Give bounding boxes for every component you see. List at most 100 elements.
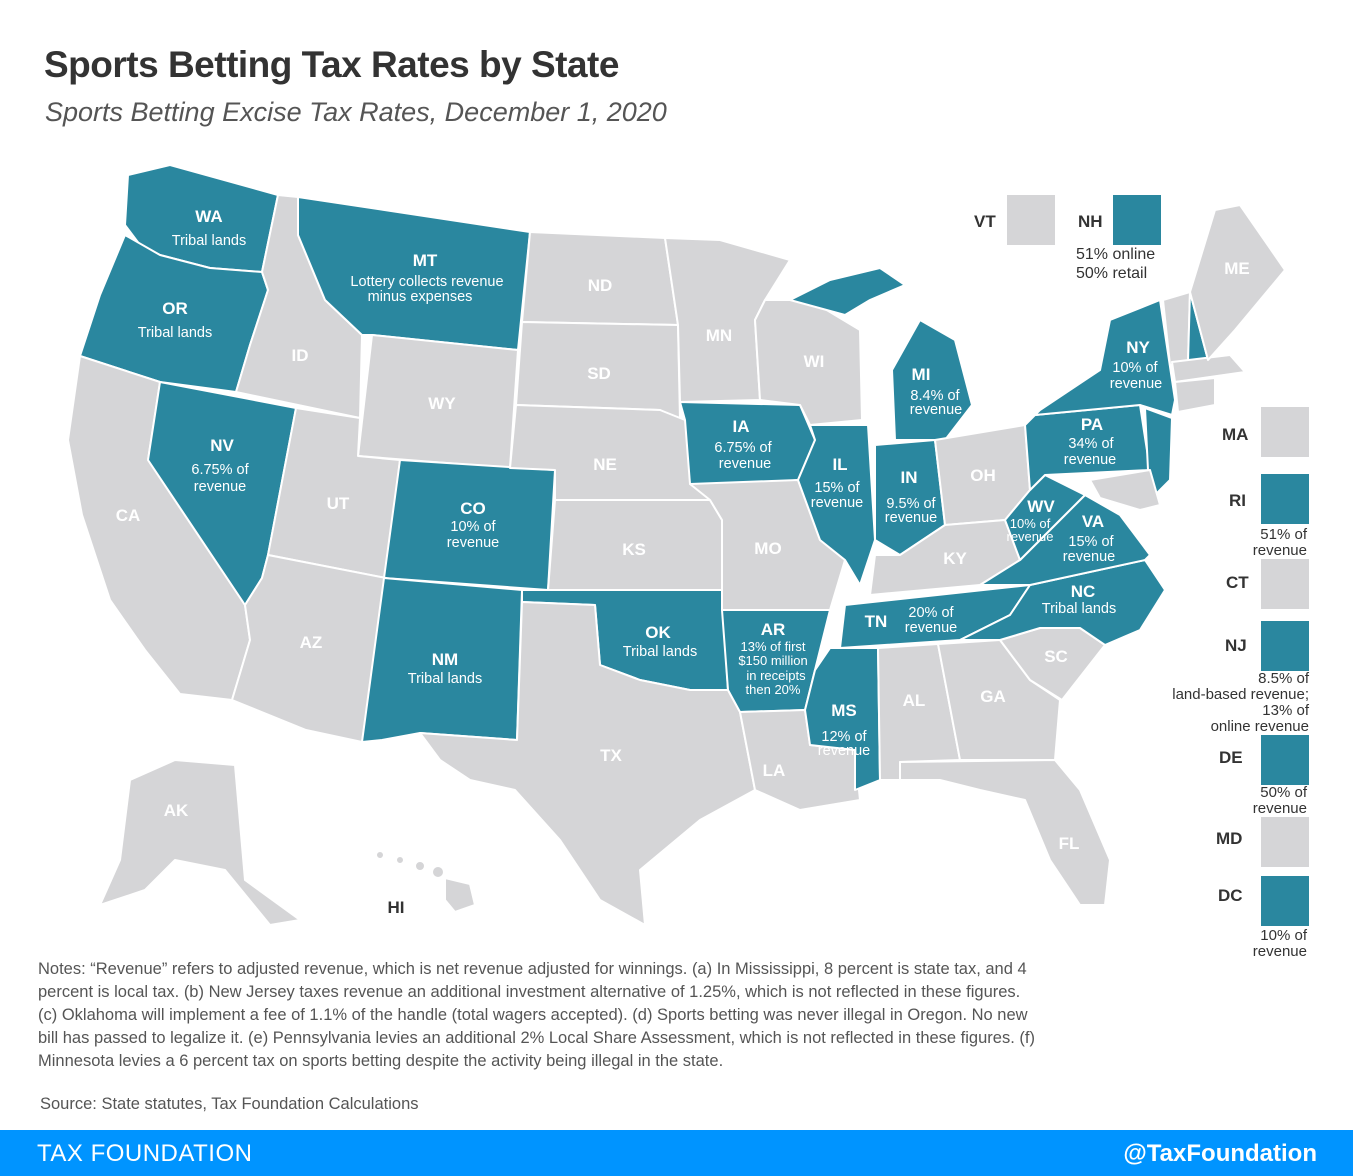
legend-note-nj-2: land-based revenue;: [1172, 686, 1309, 703]
legend-note-nj-4: online revenue: [1210, 718, 1309, 735]
state-label-mo: MO: [754, 539, 781, 558]
page-subtitle: Sports Betting Excise Tax Rates, Decembe…: [45, 97, 667, 127]
state-note-pa-1: 34% of: [1068, 436, 1114, 452]
footer-brand: TAX FOUNDATION: [37, 1140, 253, 1167]
state-label-ky: KY: [943, 549, 967, 568]
state-label-ut: UT: [327, 494, 350, 513]
state-note-or: Tribal lands: [138, 325, 212, 341]
state-note-ar-1: 13% of first: [740, 639, 805, 654]
state-shape-me: [1189, 204, 1286, 361]
state-note-mi-1: 8.4% of: [910, 388, 960, 404]
legend-note-dc-1: 10% of: [1260, 927, 1307, 944]
state-label-oh: OH: [970, 466, 996, 485]
state-label-ok: OK: [645, 623, 671, 642]
legend-note-de-1: 50% of: [1260, 784, 1307, 801]
state-note-wv-2: revenue: [1007, 529, 1054, 544]
legend-box-nj: [1261, 621, 1309, 671]
state-note-il-1: 15% of: [814, 480, 860, 496]
source-text: Source: State statutes, Tax Foundation C…: [40, 1095, 419, 1113]
state-label-mi: MI: [912, 365, 931, 384]
legend-note-ri: 51% of revenue: [1253, 527, 1307, 559]
state-note-in-1: 9.5% of: [886, 496, 936, 512]
state-label-ak: AK: [164, 801, 189, 820]
state-label-il: IL: [832, 455, 847, 474]
state-label-nc: NC: [1071, 582, 1096, 601]
state-note-nc: Tribal lands: [1042, 601, 1116, 617]
state-note-in-2: revenue: [885, 510, 937, 526]
state-label-ca: CA: [116, 506, 141, 525]
legend-abbr-md: MD: [1216, 829, 1243, 848]
legend-abbr-nj: NJ: [1225, 636, 1247, 655]
legend-note-dc-2: revenue: [1252, 943, 1307, 960]
state-note-tn-2: revenue: [905, 620, 957, 636]
state-label-fl: FL: [1059, 834, 1080, 853]
legend-box-md: [1261, 817, 1309, 867]
state-label-sd: SD: [587, 364, 611, 383]
legend-box-nh: [1113, 195, 1161, 245]
state-label-or: OR: [162, 299, 188, 318]
state-label-nv: NV: [210, 436, 234, 455]
state-label-pa: PA: [1081, 415, 1103, 434]
state-shape-fl: [899, 759, 1111, 906]
state-shape-tx: [419, 601, 756, 926]
footer-bar: TAX FOUNDATION @TaxFoundation: [0, 1130, 1353, 1176]
legend-note-nh: 51% online 50% retail: [1076, 245, 1155, 283]
state-note-mt-1: Lottery collects revenue: [350, 274, 503, 290]
state-shape-mi: [891, 319, 973, 441]
legend-note-de: 50% of revenue: [1253, 785, 1307, 817]
state-shape-mi-up: [789, 267, 906, 316]
legend-note-ri-2: revenue: [1252, 542, 1307, 559]
state-note-pa-2: revenue: [1064, 452, 1116, 468]
state-label-mn: MN: [706, 326, 732, 345]
footer-handle: @TaxFoundation: [1123, 1140, 1317, 1167]
state-label-mt: MT: [413, 251, 438, 270]
legend-box-ct: [1261, 559, 1309, 609]
state-label-ny: NY: [1126, 338, 1150, 357]
state-shape-de-md: [1089, 469, 1161, 511]
state-label-sc: SC: [1044, 647, 1068, 666]
state-note-ok: Tribal lands: [623, 644, 697, 660]
state-label-al: AL: [903, 691, 926, 710]
state-label-tn: TN: [865, 612, 888, 631]
state-note-co-1: 10% of: [450, 519, 496, 535]
legend-box-ma: [1261, 407, 1309, 457]
state-note-tn-1: 20% of: [908, 605, 954, 621]
state-note-wv-1: 10% of: [1010, 516, 1051, 531]
state-shape-hi: [375, 850, 476, 913]
state-label-tx: TX: [600, 746, 622, 765]
state-shape-il: [797, 424, 876, 586]
state-label-az: AZ: [300, 633, 323, 652]
state-label-hi: HI: [388, 898, 405, 917]
state-note-wa: Tribal lands: [172, 233, 246, 249]
state-label-in: IN: [901, 468, 918, 487]
state-shape-nc: [959, 559, 1166, 646]
state-note-ny-2: revenue: [1110, 376, 1162, 392]
legend-note-nj-1: 8.5% of: [1258, 670, 1309, 687]
page-title: Sports Betting Tax Rates by State: [44, 44, 619, 85]
state-note-va-1: 15% of: [1068, 534, 1114, 550]
state-label-ga: GA: [980, 687, 1006, 706]
state-label-nm: NM: [432, 650, 458, 669]
legend-abbr-nh: NH: [1078, 212, 1103, 231]
legend-note-nj-3: 13% of: [1262, 702, 1309, 719]
state-label-ne: NE: [593, 455, 617, 474]
legend-note-de-2: revenue: [1252, 800, 1307, 817]
legend-note-nh-1: 51% online: [1076, 246, 1156, 263]
legend-box-ri: [1261, 474, 1309, 524]
state-label-ia: IA: [733, 417, 750, 436]
legend-box-vt: [1007, 195, 1055, 245]
state-label-wa: WA: [195, 207, 222, 226]
legend-abbr-ri: RI: [1229, 491, 1246, 510]
state-note-mi-2: revenue: [910, 402, 962, 418]
state-label-me: ME: [1224, 259, 1250, 278]
state-label-wy: WY: [428, 394, 456, 413]
legend-box-dc: [1261, 876, 1309, 926]
state-shape-ak: [99, 759, 301, 926]
state-note-nv-1: 6.75% of: [191, 462, 249, 478]
state-label-id: ID: [292, 346, 309, 365]
legend-note-nh-2: 50% retail: [1076, 265, 1148, 282]
legend-box-de: [1261, 735, 1309, 785]
legend-abbr-de: DE: [1219, 748, 1243, 767]
state-shape-ct-ri: [1174, 377, 1216, 413]
state-note-ar-2: $150 million: [738, 653, 807, 668]
